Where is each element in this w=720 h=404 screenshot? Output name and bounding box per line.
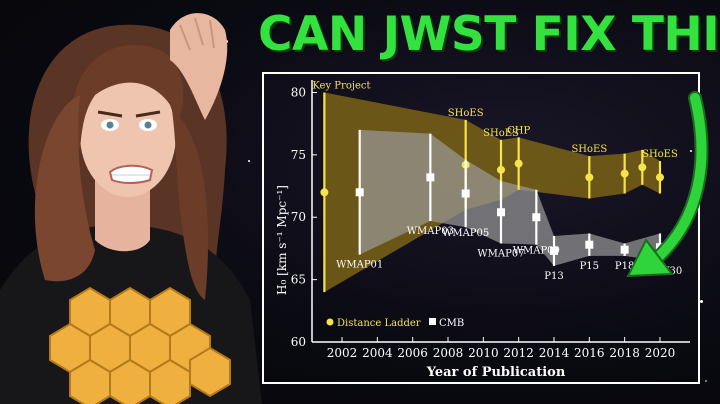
hair-right	[172, 110, 209, 300]
y-tick-label: 75	[291, 148, 306, 162]
cmb-point	[355, 188, 364, 197]
uncertainty-bands	[324, 92, 660, 293]
x-axis-label: Year of Publication	[426, 365, 566, 380]
face	[80, 73, 176, 197]
ladder-point-label: SHoES	[448, 108, 484, 119]
legend-label-distance-ladder: Distance Ladder	[337, 318, 421, 329]
x-tick-label: 2016	[574, 346, 605, 360]
chart-axes	[311, 80, 690, 343]
ladder-point	[620, 169, 629, 178]
x-tick-label: 2014	[539, 346, 570, 360]
hair-front	[72, 44, 184, 150]
cmb-point	[426, 173, 435, 182]
star	[705, 380, 707, 382]
x-tick-label: 2006	[397, 346, 428, 360]
ladder-point	[655, 173, 664, 182]
ladder-point	[585, 173, 594, 182]
ladder-point	[497, 165, 505, 174]
ladder-point-label: Key Project	[312, 80, 370, 91]
cmb-point-label: P13	[544, 271, 563, 282]
cmb-point	[585, 240, 594, 249]
star	[700, 300, 703, 303]
cmb-point	[620, 245, 629, 254]
legend-label-cmb: CMB	[439, 318, 464, 329]
x-tick-label: 2018	[609, 346, 640, 360]
y-tick-label: 60	[291, 335, 306, 349]
x-tick-label: 2012	[503, 346, 534, 360]
x-tick-label: 2010	[468, 346, 499, 360]
star	[248, 160, 250, 162]
star	[690, 150, 692, 152]
y-tick-label: 80	[291, 85, 306, 99]
cmb-point-label: P15	[580, 261, 599, 272]
legend-marker-cmb	[429, 318, 436, 325]
ladder-point	[638, 163, 647, 172]
headline: CAN JWST FIX THIS?	[258, 7, 720, 62]
jwst-mirror-graphic	[49, 286, 231, 404]
green-arrow-icon	[626, 91, 709, 278]
ladder-point	[320, 188, 329, 197]
cmb-point-label: WMAP03	[407, 226, 454, 237]
cmb-point	[549, 246, 558, 255]
chart-legend: Distance Ladder CMB	[326, 318, 464, 329]
cmb-point-label: P18	[615, 261, 634, 272]
cmb-point	[461, 189, 470, 198]
cmb-point	[497, 208, 505, 217]
y-tick-label: 70	[291, 210, 306, 224]
cmb-point-label: WMAP01	[336, 260, 383, 271]
cmb-point	[532, 213, 541, 222]
legend-marker-distance-ladder	[326, 318, 334, 326]
brow-left	[97, 110, 123, 118]
y-axis-label: H₀ [km s⁻¹ Mpc⁻¹]	[275, 185, 289, 295]
cmb-point-label: WMAP09	[513, 246, 560, 257]
brow-right	[135, 110, 161, 118]
h0-chart: 60 65 70 75 80 2002 2004 2006 2008 2010 2012 2014 20…	[262, 72, 700, 384]
cmb-point-label: WMAP07	[477, 248, 524, 259]
ladder-point-label: SHoES	[571, 144, 607, 155]
iris-left	[106, 121, 114, 129]
x-tick-label: 2020	[645, 346, 676, 360]
cmb-point-label: WMAP05	[442, 228, 489, 239]
chart-frame	[262, 72, 700, 384]
x-tick-label: 2004	[362, 346, 393, 360]
y-tick-label: 65	[291, 273, 306, 287]
iris-right	[144, 121, 152, 129]
hair-left	[34, 95, 95, 282]
ladder-point	[514, 159, 523, 168]
mouth	[108, 164, 154, 184]
ladder-point-label: SHoES	[642, 149, 678, 160]
x-tick-label: 2008	[433, 346, 464, 360]
presenter-photo	[0, 13, 262, 404]
cmb-band	[359, 129, 660, 266]
x-tick-label: 2002	[327, 346, 358, 360]
ladder-point-label: CHP	[507, 125, 530, 136]
chart-marks	[320, 92, 664, 293]
chart-ticks: 60 65 70 75 80 2002 2004 2006 2008 2010 2012 2014 20…	[291, 85, 676, 360]
ladder-point-label: SHoES	[483, 128, 519, 139]
